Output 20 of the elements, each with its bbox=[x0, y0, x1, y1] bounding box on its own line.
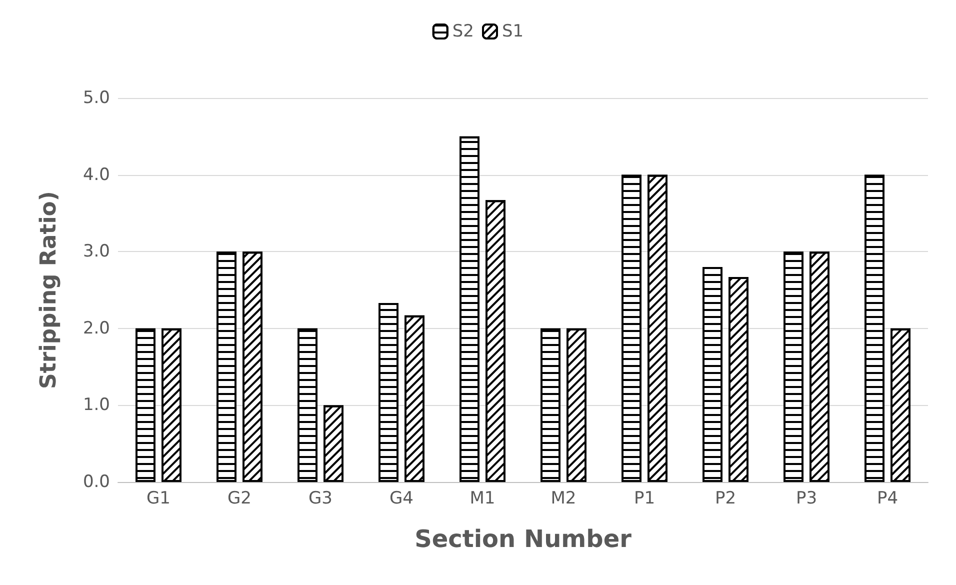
y-tick-label: 2.0 bbox=[82, 318, 110, 338]
x-tick-label: P1 bbox=[634, 488, 656, 508]
x-tick-label: G1 bbox=[146, 488, 170, 508]
y-tick-label: 5.0 bbox=[82, 88, 110, 108]
x-tick-label: P4 bbox=[876, 488, 898, 508]
x-tick-label: G4 bbox=[390, 488, 414, 508]
legend-label: S2 bbox=[452, 22, 474, 42]
y-tick-label: 1.0 bbox=[82, 395, 110, 416]
x-tick-label: M2 bbox=[550, 488, 576, 508]
x-tick-label: P3 bbox=[796, 488, 818, 508]
y-tick-label: 4.0 bbox=[82, 164, 110, 185]
x-axis-title: Section Number bbox=[414, 525, 632, 553]
y-tick-label: 3.0 bbox=[82, 242, 110, 262]
x-tick-label: M1 bbox=[470, 488, 496, 508]
x-tick-label: G2 bbox=[228, 488, 252, 508]
x-tick-label: G3 bbox=[308, 488, 332, 508]
y-tick-label: 0.0 bbox=[82, 472, 110, 492]
y-axis-title: Stripping Ratio) bbox=[36, 191, 62, 389]
x-tick-label: P2 bbox=[714, 488, 736, 508]
legend-label: S1 bbox=[502, 22, 524, 42]
